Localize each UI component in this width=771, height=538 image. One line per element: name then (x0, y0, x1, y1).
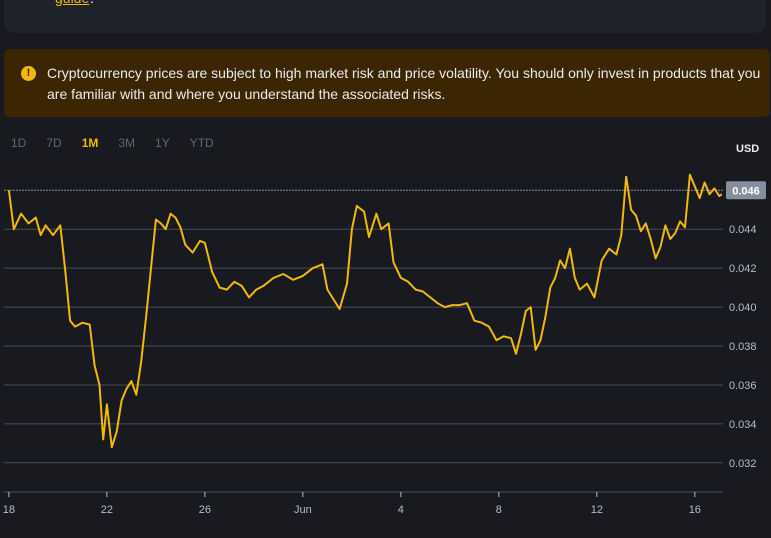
x-tick-label: 12 (591, 504, 603, 516)
x-tick-label: 26 (199, 504, 211, 516)
y-tick-label: 0.036 (729, 380, 757, 392)
x-tick-label: 16 (689, 504, 701, 516)
x-tick-label: 22 (101, 504, 113, 516)
y-tick-label: 0.038 (729, 341, 757, 353)
currency-label: USD (736, 143, 760, 155)
time-range-selector: 1D 7D 1M 3M 1Y YTD (11, 136, 234, 150)
y-tick-label: 0.032 (729, 458, 757, 470)
x-tick-label: 4 (398, 504, 404, 516)
y-tick-label: 0.034 (729, 419, 757, 431)
y-tick-label: 0.042 (729, 263, 757, 275)
guide-link[interactable]: guide (55, 0, 89, 6)
range-1d-button[interactable]: 1D (11, 136, 27, 150)
last-price-tag (726, 181, 766, 200)
x-tick-label: 8 (496, 504, 502, 516)
range-7d-button[interactable]: 7D (46, 136, 62, 150)
range-1m-button[interactable]: 1M (81, 136, 99, 150)
x-tick-label: 18 (3, 504, 15, 516)
x-tick-label: Jun (294, 504, 312, 516)
exclamation-icon: ! (21, 66, 36, 81)
y-tick-label: 0.040 (729, 302, 757, 314)
guide-link-suffix: . (90, 0, 94, 6)
previous-card: guide . (4, 0, 766, 33)
y-tick-label: 0.044 (729, 224, 757, 236)
risk-warning-text: Cryptocurrency prices are subject to hig… (47, 65, 761, 102)
price-series-line (7, 173, 723, 449)
range-3m-button[interactable]: 3M (118, 136, 136, 150)
range-ytd-button[interactable]: YTD (189, 136, 214, 150)
risk-warning-banner: ! Cryptocurrency prices are subject to h… (4, 49, 770, 117)
last-price-label: 0.046 (732, 185, 760, 197)
range-1y-button[interactable]: 1Y (155, 136, 170, 150)
